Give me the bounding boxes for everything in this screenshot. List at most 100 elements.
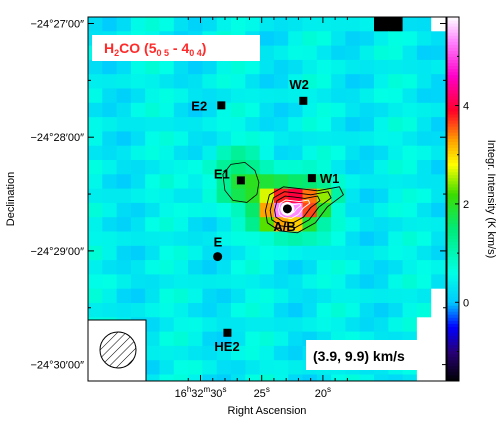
- colorbar-segment: [447, 180, 459, 185]
- map-pixel: [173, 374, 189, 381]
- map-pixel: [331, 231, 346, 247]
- map-pixel: [316, 31, 332, 47]
- colorbar-segment: [447, 199, 459, 203]
- map-pixel: [259, 31, 275, 47]
- map-pixel: [245, 74, 261, 90]
- map-pixel: [116, 131, 132, 147]
- map-pixel: [145, 202, 161, 218]
- source-label-e: E: [214, 235, 223, 250]
- map-pixel: [374, 374, 389, 381]
- map-pixel: [231, 360, 246, 376]
- map-pixel: [245, 102, 261, 118]
- map-pixel: [202, 274, 218, 290]
- map-pixel: [402, 317, 418, 333]
- map-pixel: [202, 188, 218, 204]
- map-pixel: [273, 131, 289, 147]
- map-pixel: [231, 59, 246, 75]
- map-pixel: [159, 260, 175, 275]
- map-pixel: [245, 231, 261, 247]
- map-pixel: [245, 331, 261, 347]
- map-pixel: [374, 45, 389, 61]
- map-pixel: [216, 131, 232, 147]
- map-pixel: [259, 145, 275, 161]
- map-pixel: [145, 74, 161, 90]
- map-pixel: [402, 202, 418, 218]
- colorbar-segment: [447, 202, 459, 206]
- map-pixel: [88, 174, 103, 190]
- colorbar-segment: [447, 335, 459, 340]
- map-pixel: [374, 217, 389, 233]
- map-pixel: [402, 160, 418, 175]
- colorbar-segment: [447, 365, 459, 370]
- map-pixel: [159, 360, 175, 376]
- colorbar-segment: [447, 162, 459, 167]
- map-pixel: [359, 274, 375, 290]
- map-pixel: [202, 59, 218, 75]
- map-pixel: [202, 231, 218, 247]
- map-pixel: [231, 17, 246, 32]
- colorbar-segment: [447, 101, 459, 106]
- map-pixel: [188, 303, 203, 318]
- map-pixel: [202, 74, 218, 90]
- colorbar-segment: [447, 268, 459, 273]
- colorbar-segment: [447, 77, 459, 82]
- map-pixel: [173, 131, 189, 147]
- colorbar-segment: [447, 332, 459, 336]
- map-pixel: [259, 59, 275, 75]
- map-pixel: [130, 303, 146, 318]
- map-pixel: [202, 345, 218, 361]
- map-pixel: [374, 303, 389, 318]
- map-pixel: [402, 17, 418, 32]
- map-pixel: [402, 245, 418, 261]
- map-pixel: [159, 188, 175, 204]
- colorbar-segment: [447, 111, 459, 115]
- velocity-label: (3.9, 9.9) km/s: [313, 348, 405, 364]
- map-pixel: [302, 274, 318, 290]
- map-pixel: [231, 217, 246, 233]
- map-pixel: [359, 303, 375, 318]
- map-pixel: [245, 174, 261, 190]
- map-pixel: [102, 202, 118, 218]
- map-pixel: [273, 274, 289, 290]
- colorbar-segment: [447, 259, 459, 264]
- map-pixel: [130, 88, 146, 104]
- map-pixel: [273, 17, 289, 32]
- map-pixel: [388, 260, 404, 275]
- map-pixel: [416, 160, 432, 175]
- map-pixel: [316, 245, 332, 261]
- map-pixel: [159, 374, 175, 381]
- map-pixel: [359, 74, 375, 90]
- map-pixel: [388, 374, 404, 381]
- colorbar-segment: [447, 293, 459, 297]
- map-pixel: [416, 174, 432, 190]
- source-marker-he2: [223, 328, 232, 337]
- map-pixel: [402, 231, 418, 247]
- map-pixel: [202, 260, 218, 275]
- map-pixel: [431, 274, 446, 290]
- map-pixel: [273, 117, 289, 132]
- map-pixel: [231, 331, 246, 347]
- map-pixel: [402, 174, 418, 190]
- map-pixel: [173, 274, 189, 290]
- map-pixel: [402, 59, 418, 75]
- map-pixel: [188, 117, 203, 132]
- map-pixel: [159, 317, 175, 333]
- map-pixel: [345, 145, 361, 161]
- map-pixel: [316, 17, 332, 32]
- map-pixel: [145, 160, 161, 175]
- map-pixel: [302, 303, 318, 318]
- map-pixel: [345, 17, 361, 32]
- map-pixel: [302, 145, 318, 161]
- map-pixel: [273, 331, 289, 347]
- map-pixel: [88, 74, 103, 90]
- title-background: [92, 35, 260, 61]
- colorbar-segment: [447, 174, 459, 179]
- colorbar-segment: [447, 53, 459, 57]
- map-pixel: [159, 160, 175, 175]
- beam-ellipse: [99, 331, 137, 369]
- map-pixel: [331, 260, 346, 275]
- map-pixel: [88, 117, 103, 132]
- map-pixel: [431, 17, 446, 32]
- colorbar-segment: [447, 138, 459, 142]
- map-pixel: [116, 274, 132, 290]
